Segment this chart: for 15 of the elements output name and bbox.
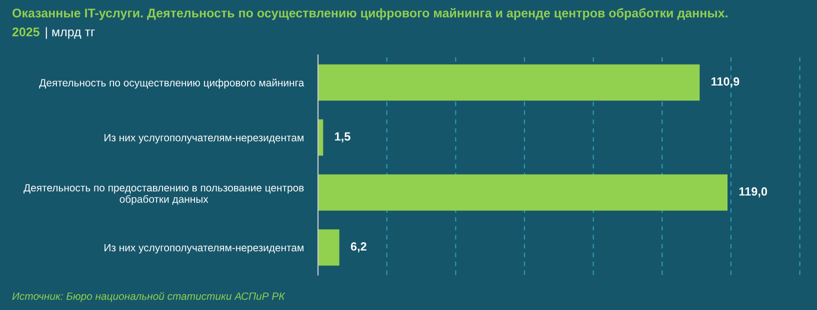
data-label: 1,5 bbox=[335, 132, 350, 142]
y-tick-label: Деятельность по предоставлению в пользование центров обработки данных bbox=[24, 184, 304, 205]
text: 2025 bbox=[12, 28, 40, 36]
chart-title: Оказанные IT-услуги. Деятельность по осуществлению цифрового майнинга и аренде центров обработки данных. bbox=[12, 8, 728, 20]
y-tick-label: Деятельность по осуществлению цифрового майнинга bbox=[39, 78, 304, 89]
y-tick-label: Из них услугополучателям-нерезидентам bbox=[104, 134, 304, 144]
data-label: 6,2 bbox=[350, 242, 366, 252]
bar bbox=[318, 174, 728, 211]
text: | млрд тг bbox=[46, 27, 95, 39]
text: Источник: Бюро национальной статистики АСПиР РК bbox=[12, 292, 286, 302]
data-label: 119,0 bbox=[739, 187, 768, 198]
bar bbox=[318, 229, 340, 266]
data-label: 110,9 bbox=[712, 77, 740, 88]
y-tick-label: Из них услугополучателям-нерезидентам bbox=[104, 244, 304, 254]
bar bbox=[318, 64, 700, 101]
